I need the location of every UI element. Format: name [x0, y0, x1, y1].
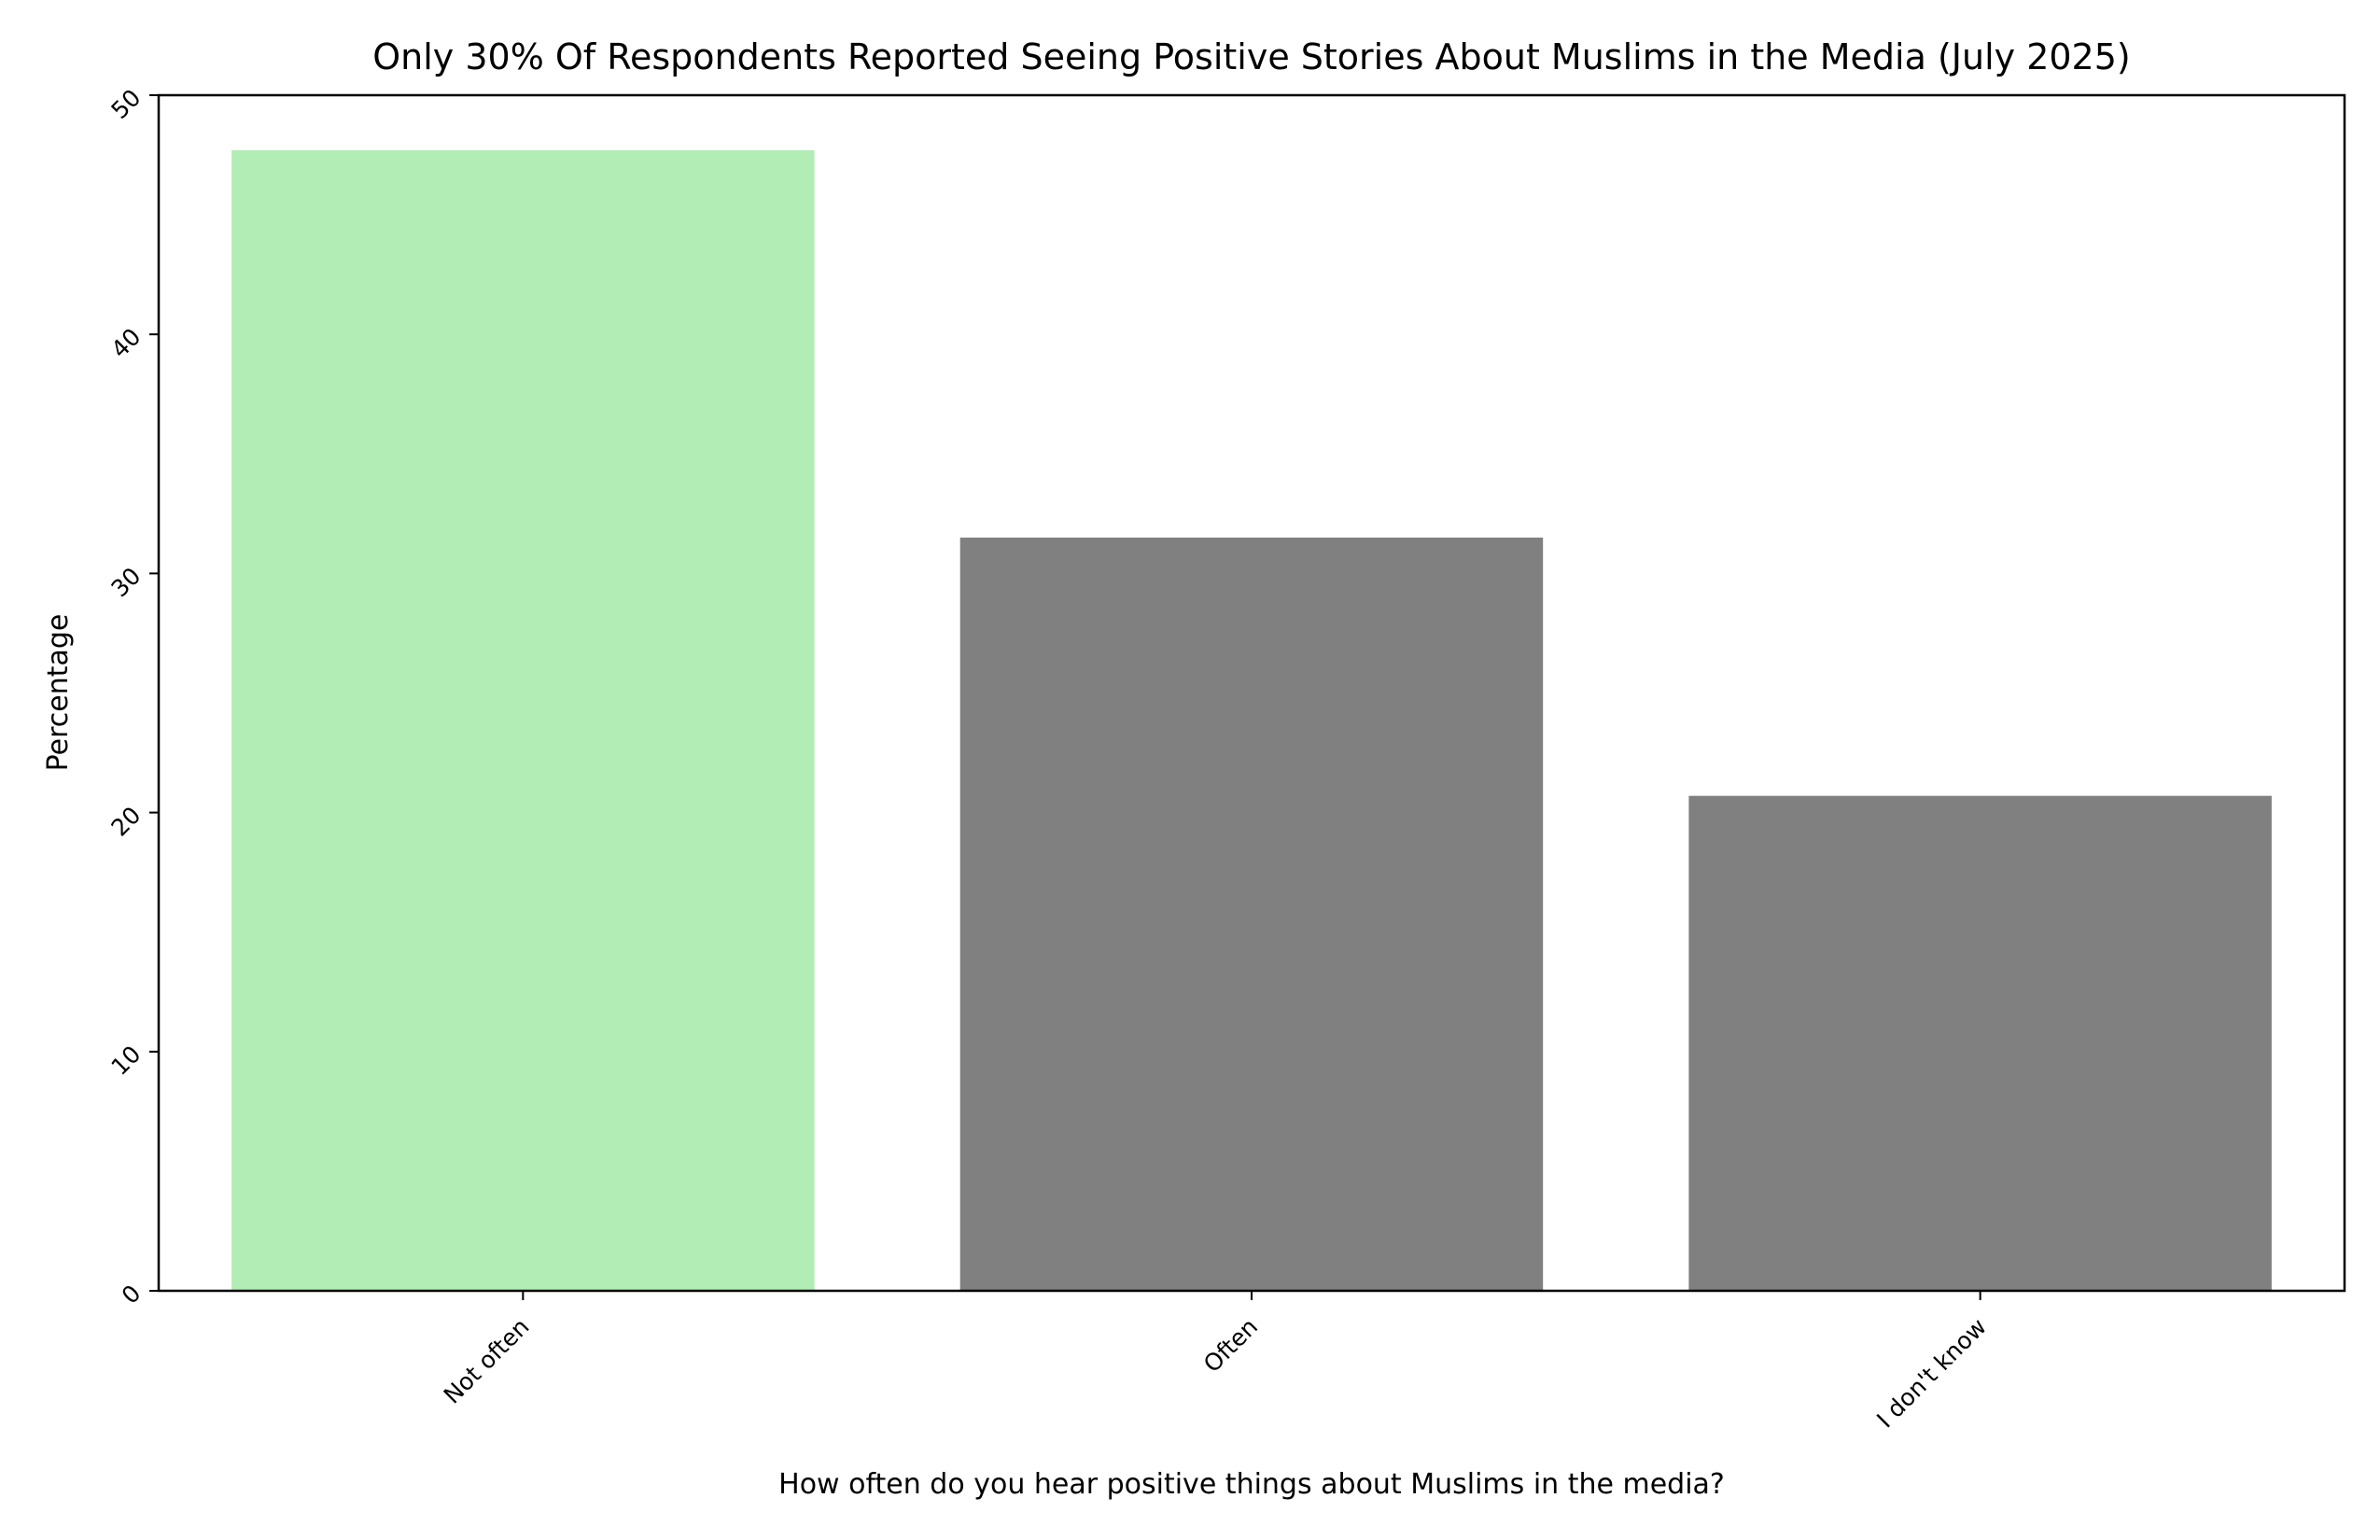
- y-tick-label: 30: [105, 562, 146, 602]
- chart-title: Only 30% Of Respondents Reported Seeing …: [372, 36, 2131, 77]
- y-axis-label: Percentage: [42, 614, 75, 772]
- bar-often: [959, 538, 1544, 1291]
- y-tick-label: 20: [105, 802, 146, 842]
- y-tick-label: 50: [105, 84, 146, 124]
- bars-layer: [231, 149, 2272, 1291]
- y-tick-label: 10: [105, 1041, 146, 1081]
- x-tick-label: I don't know: [1871, 1313, 1992, 1434]
- x-tick-label: Often: [1198, 1313, 1263, 1378]
- x-axis-ticks: Not often Often I don't know: [439, 1291, 1992, 1433]
- bar-not-often: [231, 149, 815, 1291]
- y-tick-label: 40: [105, 323, 146, 363]
- x-axis-label: How often do you hear positive things ab…: [778, 1468, 1725, 1501]
- x-tick-label: Not often: [439, 1313, 535, 1409]
- bar-i-don-t-know: [1688, 795, 2272, 1291]
- y-axis-ticks: 0 10 20 30 40 50: [105, 84, 159, 1309]
- y-tick-label: 0: [117, 1280, 147, 1309]
